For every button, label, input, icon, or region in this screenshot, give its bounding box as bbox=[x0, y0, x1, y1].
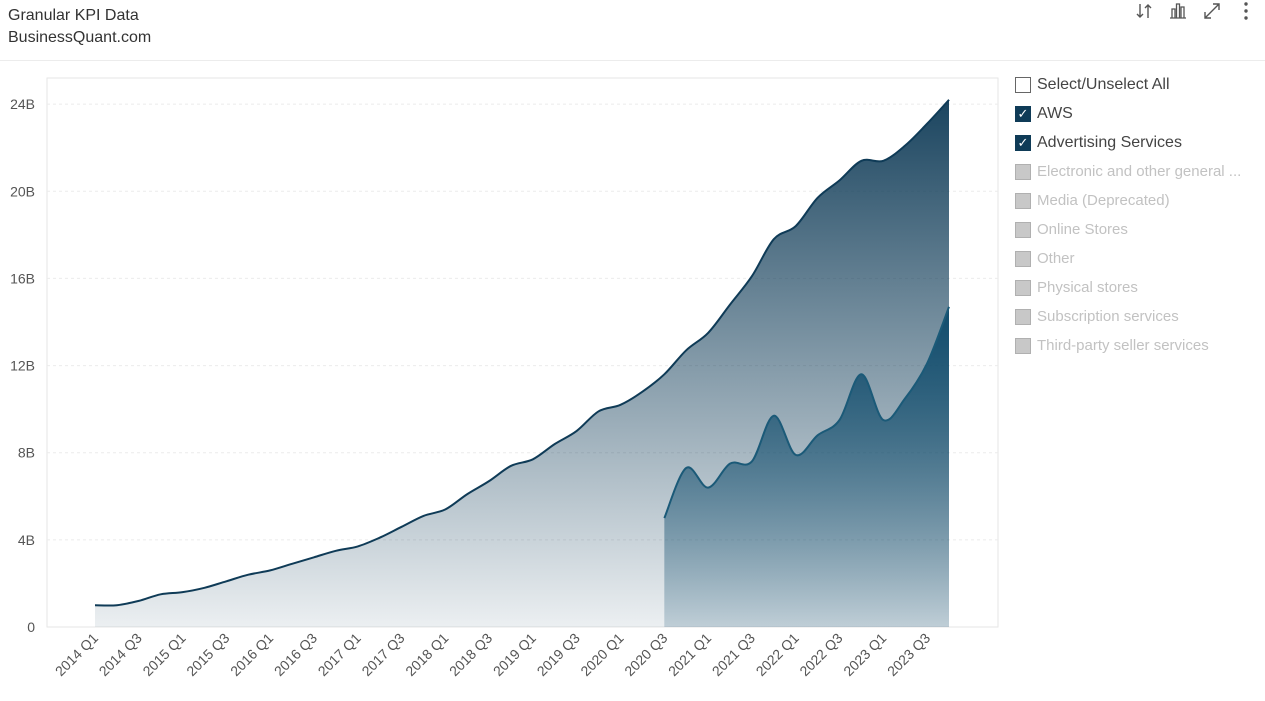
legend-item-label: Third-party seller services bbox=[1037, 337, 1209, 354]
legend-item[interactable]: Electronic and other general ... bbox=[1015, 157, 1260, 186]
legend: Select/Unselect All ✓ AWS ✓ Advertising Ser… bbox=[1015, 70, 1260, 360]
bar-chart-icon[interactable] bbox=[1167, 0, 1189, 22]
series-line bbox=[94, 99, 950, 607]
legend-select-all-label: Select/Unselect All bbox=[1037, 75, 1170, 93]
expand-icon[interactable] bbox=[1201, 0, 1223, 22]
more-icon[interactable] bbox=[1235, 0, 1257, 22]
y-tick-label: 0 bbox=[27, 619, 35, 635]
legend-item[interactable]: ✓ AWS bbox=[1015, 99, 1260, 128]
legend-item[interactable]: Physical stores bbox=[1015, 273, 1260, 302]
header: Granular KPI Data BusinessQuant.com bbox=[0, 0, 1265, 61]
y-tick-label: 20B bbox=[10, 183, 35, 199]
y-tick-label: 8B bbox=[18, 445, 35, 461]
legend-item-label: Physical stores bbox=[1037, 279, 1138, 296]
checkbox-icon[interactable] bbox=[1015, 192, 1031, 209]
legend-item-label: Subscription services bbox=[1037, 308, 1179, 325]
legend-item[interactable]: Third-party seller services bbox=[1015, 331, 1260, 360]
checkbox-checked-icon[interactable]: ✓ bbox=[1015, 105, 1031, 122]
checkbox-icon[interactable] bbox=[1015, 250, 1031, 267]
sort-icon[interactable] bbox=[1133, 0, 1155, 22]
legend-item-label: Other bbox=[1037, 250, 1075, 267]
toolbar bbox=[1133, 0, 1257, 22]
x-tick-label: 2019 Q1 bbox=[490, 630, 539, 679]
x-tick-label: 2023 Q3 bbox=[884, 630, 933, 679]
x-tick-label: 2023 Q1 bbox=[840, 630, 889, 679]
chart-area: 0 4B 8B 12B 16B 20B 24B 2014 Q1 2014 Q3 2015 Q1 20… bbox=[0, 60, 1005, 696]
x-tick-label: 2018 Q1 bbox=[402, 630, 451, 679]
legend-item[interactable]: Subscription services bbox=[1015, 302, 1260, 331]
legend-item-label: Online Stores bbox=[1037, 221, 1128, 238]
x-tick-label: 2022 Q1 bbox=[753, 630, 802, 679]
chart-title: Granular KPI Data bbox=[8, 7, 139, 24]
legend-select-all[interactable]: Select/Unselect All bbox=[1015, 70, 1260, 99]
legend-item[interactable]: ✓ Advertising Services bbox=[1015, 128, 1260, 157]
x-tick-label: 2017 Q1 bbox=[315, 630, 364, 679]
legend-item-label: AWS bbox=[1037, 104, 1073, 122]
series-area bbox=[664, 306, 949, 627]
x-tick-label: 2016 Q1 bbox=[227, 630, 276, 679]
checkbox-icon[interactable] bbox=[1015, 163, 1031, 180]
x-tick-label: 2016 Q3 bbox=[271, 630, 320, 679]
x-tick-label: 2014 Q1 bbox=[52, 630, 101, 679]
x-tick-label: 2018 Q3 bbox=[446, 630, 495, 679]
legend-item-label: Media (Deprecated) bbox=[1037, 192, 1170, 209]
x-tick-label: 2014 Q3 bbox=[96, 630, 145, 679]
checkbox-icon[interactable] bbox=[1015, 76, 1031, 93]
x-tick-label: 2021 Q3 bbox=[709, 630, 758, 679]
y-tick-label: 24B bbox=[10, 96, 35, 112]
x-tick-label: 2019 Q3 bbox=[534, 630, 583, 679]
x-tick-label: 2021 Q1 bbox=[665, 630, 714, 679]
checkbox-checked-icon[interactable]: ✓ bbox=[1015, 134, 1031, 151]
legend-item-label: Advertising Services bbox=[1037, 133, 1182, 151]
x-tick-label: 2015 Q3 bbox=[183, 630, 232, 679]
x-tick-label: 2022 Q3 bbox=[796, 630, 845, 679]
checkbox-icon[interactable] bbox=[1015, 279, 1031, 296]
legend-item-label: Electronic and other general ... bbox=[1037, 163, 1242, 180]
y-tick-label: 12B bbox=[10, 358, 35, 374]
chart-subtitle: BusinessQuant.com bbox=[8, 29, 152, 46]
y-tick-label: 16B bbox=[10, 270, 35, 286]
checkbox-icon[interactable] bbox=[1015, 308, 1031, 325]
legend-item[interactable]: Online Stores bbox=[1015, 215, 1260, 244]
legend-item[interactable]: Media (Deprecated) bbox=[1015, 186, 1260, 215]
legend-item[interactable]: Other bbox=[1015, 244, 1260, 273]
x-tick-label: 2017 Q3 bbox=[358, 630, 407, 679]
series-line bbox=[663, 306, 950, 519]
x-tick-label: 2015 Q1 bbox=[139, 630, 188, 679]
x-tick-label: 2020 Q1 bbox=[577, 630, 626, 679]
checkbox-icon[interactable] bbox=[1015, 221, 1031, 238]
checkbox-icon[interactable] bbox=[1015, 337, 1031, 354]
y-tick-label: 4B bbox=[18, 532, 35, 548]
x-tick-label: 2020 Q3 bbox=[621, 630, 670, 679]
